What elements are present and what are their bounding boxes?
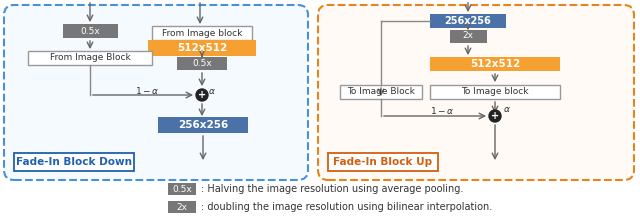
Bar (63, 24, 118, 38)
Text: Fade-In Block Up: Fade-In Block Up (333, 157, 433, 167)
Bar (430, 14, 506, 28)
Bar (177, 57, 227, 70)
Text: To Image block: To Image block (461, 87, 529, 97)
Text: 2x: 2x (463, 31, 474, 41)
Circle shape (196, 89, 208, 101)
FancyBboxPatch shape (318, 5, 634, 180)
FancyBboxPatch shape (4, 5, 308, 180)
Bar (148, 40, 256, 56)
Text: 256x256: 256x256 (445, 16, 492, 26)
Text: : doubling the image resolution using bilinear interpolation.: : doubling the image resolution using bi… (201, 202, 492, 212)
Text: +: + (491, 111, 499, 121)
Text: From Image Block: From Image Block (50, 54, 131, 62)
Bar (328, 153, 438, 171)
Text: $\alpha$: $\alpha$ (208, 87, 216, 95)
Text: 0.5x: 0.5x (80, 27, 100, 35)
Bar (158, 117, 248, 133)
Bar (168, 201, 196, 213)
Text: 512x512: 512x512 (470, 59, 520, 69)
Text: 512x512: 512x512 (177, 43, 227, 53)
Text: 2x: 2x (177, 202, 188, 211)
Bar (450, 30, 487, 43)
Bar (168, 183, 196, 195)
Bar (14, 153, 134, 171)
Bar (430, 57, 560, 71)
Text: 0.5x: 0.5x (192, 58, 212, 68)
Text: +: + (198, 90, 206, 100)
Text: 256x256: 256x256 (178, 120, 228, 130)
Bar (28, 51, 152, 65)
Text: $\alpha$: $\alpha$ (503, 105, 511, 114)
Text: Fade-In Block Down: Fade-In Block Down (16, 157, 132, 167)
Text: 0.5x: 0.5x (172, 184, 192, 194)
Text: $1-\alpha$: $1-\alpha$ (431, 105, 455, 116)
Bar (340, 85, 422, 99)
Bar (152, 26, 252, 40)
Text: $1-\alpha$: $1-\alpha$ (136, 85, 160, 97)
Circle shape (489, 110, 501, 122)
Text: To Image Block: To Image Block (347, 87, 415, 97)
Text: : Halving the image resolution using average pooling.: : Halving the image resolution using ave… (201, 184, 463, 194)
Text: From Image block: From Image block (162, 29, 242, 37)
Bar (430, 85, 560, 99)
